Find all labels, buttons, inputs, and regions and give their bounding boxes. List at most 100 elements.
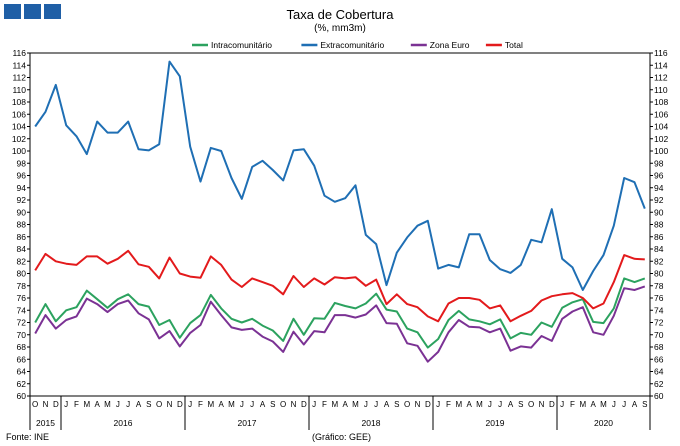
x-month-label: N <box>291 400 297 409</box>
x-month-label: M <box>207 400 214 409</box>
y-tick-label-left: 112 <box>12 73 26 83</box>
y-tick-label-right: 116 <box>654 48 668 58</box>
source-note: Fonte: INE <box>6 432 50 442</box>
y-tick-label-left: 72 <box>17 318 27 328</box>
x-month-label: S <box>270 400 275 409</box>
y-tick-label-left: 102 <box>12 134 26 144</box>
x-month-label: D <box>425 400 431 409</box>
y-tick-label-left: 74 <box>17 305 27 315</box>
x-month-label: A <box>590 400 596 409</box>
y-tick-label-left: 94 <box>17 183 27 193</box>
y-tick-label-right: 108 <box>654 97 668 107</box>
x-month-label: J <box>126 400 130 409</box>
x-year-label: 2018 <box>362 418 381 428</box>
x-month-label: F <box>446 400 451 409</box>
x-month-label: O <box>280 400 286 409</box>
x-year-label: 2015 <box>36 418 55 428</box>
x-month-label: F <box>322 400 327 409</box>
y-tick-label-right: 102 <box>654 134 668 144</box>
series-line <box>34 277 646 349</box>
y-tick-label-right: 114 <box>654 60 668 70</box>
x-month-label: J <box>116 400 120 409</box>
x-month-label: N <box>539 400 545 409</box>
y-tick-label-left: 64 <box>17 367 27 377</box>
y-tick-label-left: 110 <box>12 85 26 95</box>
logo-square <box>24 4 41 19</box>
y-tick-label-left: 100 <box>12 146 26 156</box>
x-month-label: A <box>632 400 638 409</box>
x-month-label: M <box>579 400 586 409</box>
x-month-label: N <box>43 400 49 409</box>
legend-label: Extracomunitário <box>320 40 384 50</box>
chart-subtitle: (%, mm3m) <box>314 23 366 34</box>
y-tick-label-right: 88 <box>654 220 664 230</box>
y-tick-label-left: 104 <box>12 122 26 132</box>
y-tick-label-right: 68 <box>654 342 664 352</box>
y-tick-label-left: 60 <box>17 391 27 401</box>
y-tick-label-right: 86 <box>654 232 664 242</box>
y-tick-label-right: 100 <box>654 146 668 156</box>
y-tick-label-left: 66 <box>17 354 27 364</box>
y-tick-label-left: 116 <box>12 48 26 58</box>
y-tick-label-left: 80 <box>17 269 27 279</box>
x-year-label: 2020 <box>594 418 613 428</box>
x-month-label: J <box>612 400 616 409</box>
series-line <box>34 60 646 291</box>
y-tick-label-right: 110 <box>654 85 668 95</box>
x-month-label: J <box>374 400 378 409</box>
x-month-label: A <box>260 400 266 409</box>
y-tick-label-left: 108 <box>12 97 26 107</box>
x-month-label: O <box>528 400 534 409</box>
legend-label: Zona Euro <box>430 40 470 50</box>
ine-logo-icon <box>4 4 61 19</box>
chart-title: Taxa de Cobertura <box>286 7 394 22</box>
x-month-label: O <box>404 400 410 409</box>
y-tick-label-left: 82 <box>17 256 27 266</box>
x-month-label: O <box>32 400 38 409</box>
x-month-label: F <box>570 400 575 409</box>
y-tick-label-right: 92 <box>654 195 664 205</box>
y-tick-label-right: 82 <box>654 256 664 266</box>
y-tick-label-right: 76 <box>654 293 664 303</box>
x-month-label: A <box>136 400 142 409</box>
y-tick-label-right: 84 <box>654 244 664 254</box>
y-tick-label-left: 92 <box>17 195 27 205</box>
x-month-label: J <box>364 400 368 409</box>
x-month-label: J <box>488 400 492 409</box>
y-tick-label-left: 76 <box>17 293 27 303</box>
y-tick-label-left: 62 <box>17 379 27 389</box>
x-month-label: M <box>331 400 338 409</box>
x-month-label: S <box>642 400 647 409</box>
y-tick-label-left: 86 <box>17 232 27 242</box>
y-tick-label-left: 70 <box>17 330 27 340</box>
x-month-label: D <box>53 400 59 409</box>
y-tick-label-right: 96 <box>654 171 664 181</box>
x-year-label: 2017 <box>238 418 257 428</box>
x-month-label: A <box>218 400 224 409</box>
x-month-label: M <box>476 400 483 409</box>
y-tick-label-right: 80 <box>654 269 664 279</box>
x-month-label: M <box>600 400 607 409</box>
logo-square <box>4 4 21 19</box>
x-month-label: S <box>146 400 151 409</box>
y-tick-label-right: 74 <box>654 305 664 315</box>
y-tick-label-left: 106 <box>12 109 26 119</box>
y-tick-label-left: 114 <box>12 60 26 70</box>
y-tick-label-right: 62 <box>654 379 664 389</box>
legend-label: Total <box>505 40 523 50</box>
x-month-label: M <box>104 400 111 409</box>
series-line <box>34 285 646 363</box>
x-month-label: S <box>518 400 523 409</box>
x-month-label: J <box>312 400 316 409</box>
y-tick-label-left: 84 <box>17 244 27 254</box>
series-line <box>34 249 645 323</box>
y-tick-label-left: 96 <box>17 171 27 181</box>
x-year-label: 2019 <box>486 418 505 428</box>
logo-square <box>44 4 61 19</box>
x-month-label: J <box>498 400 502 409</box>
x-month-label: N <box>415 400 421 409</box>
x-month-label: A <box>342 400 348 409</box>
x-month-label: A <box>508 400 514 409</box>
x-month-label: D <box>177 400 183 409</box>
